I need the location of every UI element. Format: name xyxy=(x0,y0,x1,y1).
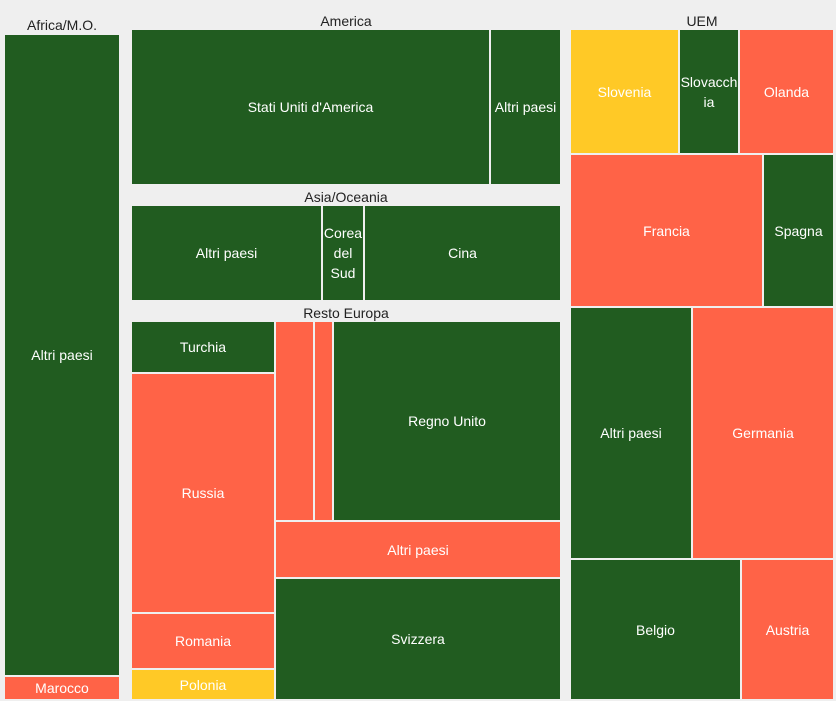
tile-resto-europa-svizzera[interactable]: Svizzera xyxy=(275,578,561,700)
group-title-uem: UEM xyxy=(686,13,718,29)
group-title-resto-europa: Resto Europa xyxy=(303,305,389,321)
tile-label: Olanda xyxy=(763,83,810,100)
tile-uem-spagna[interactable]: Spagna xyxy=(763,154,834,307)
tile-label: Corea del Sud xyxy=(323,225,363,281)
tile-resto-europa-unlabeled-4[interactable] xyxy=(275,321,314,521)
tile-asia-oceania-cina[interactable]: Cina xyxy=(364,205,561,301)
tile-resto-europa-regno-unito[interactable]: Regno Unito xyxy=(333,321,561,521)
tile-uem-slovacchia[interactable]: Slovacchia xyxy=(679,29,739,154)
tile-uem-francia[interactable]: Francia xyxy=(570,154,763,307)
tile-label: Altri paesi xyxy=(195,245,258,261)
tile-label: Turchia xyxy=(179,339,227,355)
tile-label: Spagna xyxy=(774,222,823,239)
tile-uem-germania[interactable]: Germania xyxy=(692,307,834,559)
tile-label: Svizzera xyxy=(391,631,445,647)
tile-uem-slovenia[interactable]: Slovenia xyxy=(570,29,679,154)
tile-resto-europa-polonia[interactable]: Polonia xyxy=(131,669,275,700)
tile-america-stati-uniti-d-america[interactable]: Stati Uniti d'America xyxy=(131,29,490,185)
tile-uem-belgio[interactable]: Belgio xyxy=(570,559,741,700)
tile-asia-oceania-corea-del-sud[interactable]: Corea del Sud xyxy=(322,205,364,301)
group-title-america: America xyxy=(320,13,372,29)
tile-africa-m-o-altri-paesi[interactable]: Altri paesi xyxy=(4,34,120,676)
tile-america-altri-paesi[interactable]: Altri paesi xyxy=(490,29,561,185)
group-title-africa-m-o: Africa/M.O. xyxy=(26,17,97,33)
tile-resto-europa-russia[interactable]: Russia xyxy=(131,373,275,613)
tile-label: Germania xyxy=(732,425,794,441)
tile-africa-m-o-marocco[interactable]: Marocco xyxy=(4,676,120,700)
tile-resto-europa-altri-paesi[interactable]: Altri paesi xyxy=(275,521,561,578)
tile-label: Belgio xyxy=(636,621,675,638)
tile-uem-olanda[interactable]: Olanda xyxy=(739,29,834,154)
tile-asia-oceania-altri-paesi[interactable]: Altri paesi xyxy=(131,205,322,301)
tile-resto-europa-unlabeled-5[interactable] xyxy=(314,321,333,521)
tile-label: Russia xyxy=(181,485,225,501)
tile-resto-europa-romania[interactable]: Romania xyxy=(131,613,275,669)
tile-label: Regno Unito xyxy=(408,413,486,429)
tile-label: Cina xyxy=(448,245,477,261)
tile-label: Altri paesi xyxy=(600,425,662,441)
tile-label: Romania xyxy=(174,633,232,649)
tile-label: Slovacchia xyxy=(680,73,738,110)
tile-label: Polonia xyxy=(179,676,227,693)
tile-label: Altri paesi xyxy=(387,541,449,558)
tile-uem-altri-paesi[interactable]: Altri paesi xyxy=(570,307,692,559)
tile-label: Austria xyxy=(765,621,810,638)
tile-label: Altri paesi xyxy=(31,347,93,363)
tile-label: Altri paesi xyxy=(494,99,557,115)
tile-resto-europa-turchia[interactable]: Turchia xyxy=(131,321,275,373)
group-title-asia-oceania: Asia/Oceania xyxy=(304,189,388,205)
tile-uem-austria[interactable]: Austria xyxy=(741,559,834,700)
tile-label: Slovenia xyxy=(597,83,652,100)
tile-label: Marocco xyxy=(35,680,89,696)
tile-label: Francia xyxy=(643,222,690,239)
tile-label: Stati Uniti d'America xyxy=(247,99,374,115)
